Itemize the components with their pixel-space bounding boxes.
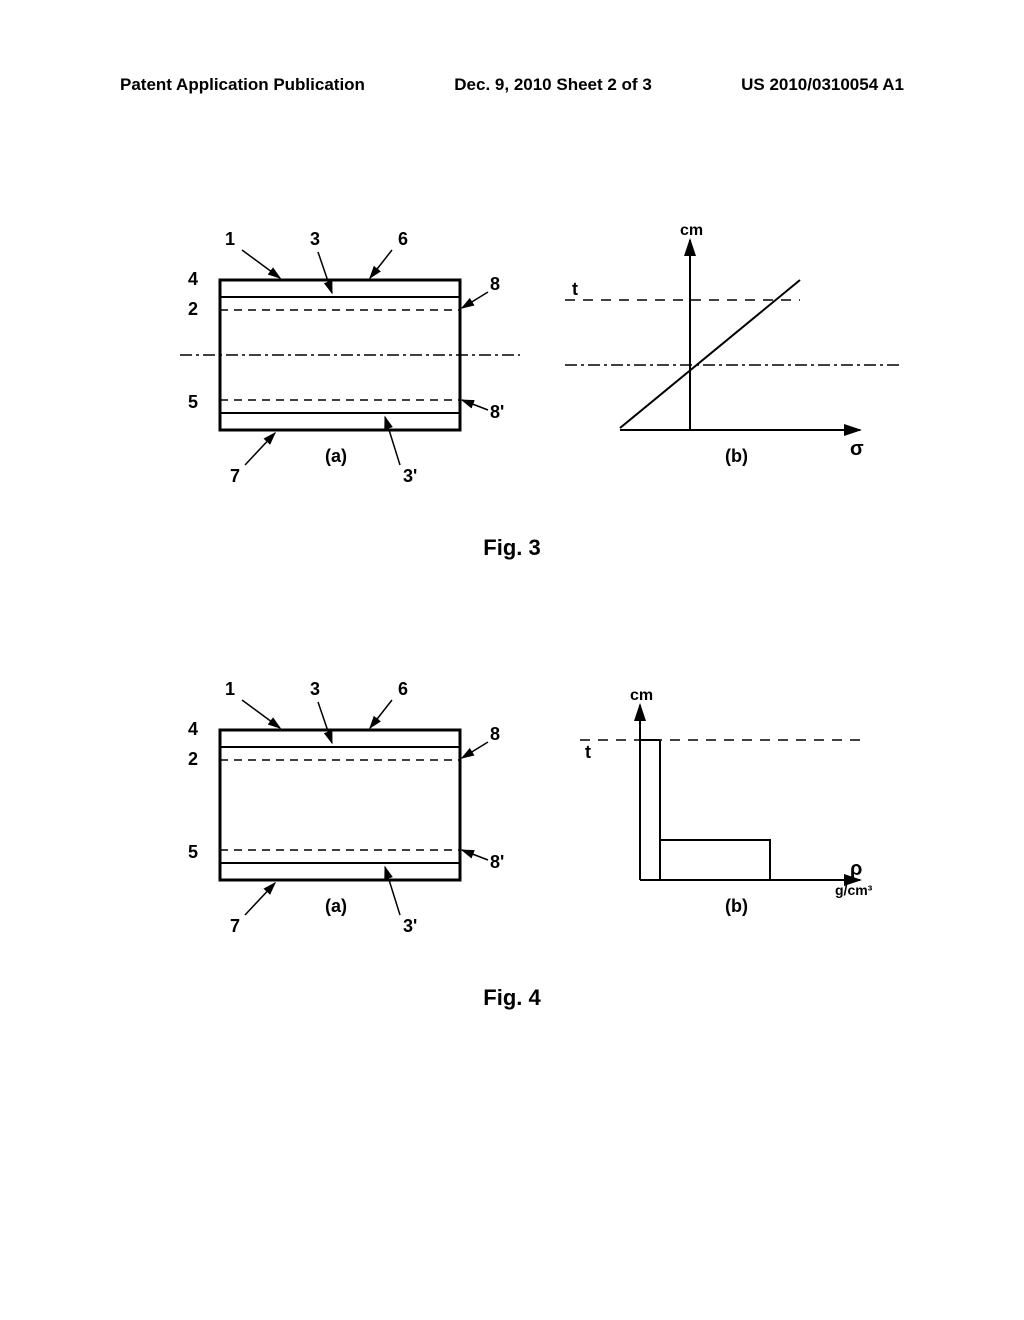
label-3: 3 <box>310 679 320 699</box>
label-2: 2 <box>188 749 198 769</box>
figure-3: 1 3 6 4 2 5 8 8' 7 3' (a) <box>120 200 904 561</box>
label-t: t <box>572 279 578 299</box>
fig3-caption: Fig. 3 <box>120 535 904 561</box>
header-left: Patent Application Publication <box>120 75 365 95</box>
fig3-a: 1 3 6 4 2 5 8 8' 7 3' (a) <box>180 229 520 486</box>
sub-b: (b) <box>725 896 748 916</box>
header-center: Dec. 9, 2010 Sheet 2 of 3 <box>454 75 652 95</box>
label-8: 8 <box>490 274 500 294</box>
label-3: 3 <box>310 229 320 249</box>
sub-a: (a) <box>325 446 347 466</box>
label-1: 1 <box>225 229 235 249</box>
figure-3-svg: 1 3 6 4 2 5 8 8' 7 3' (a) <box>120 200 904 510</box>
label-8p: 8' <box>490 402 504 422</box>
sub-a: (a) <box>325 896 347 916</box>
label-4: 4 <box>188 719 198 739</box>
label-8p: 8' <box>490 852 504 872</box>
label-4: 4 <box>188 269 198 289</box>
label-3p: 3' <box>403 466 417 486</box>
sub-b: (b) <box>725 446 748 466</box>
page: Patent Application Publication Dec. 9, 2… <box>0 0 1024 1320</box>
figure-4: 1 3 6 4 2 5 8 8' 7 3' (a) <box>120 650 904 1011</box>
label-3p: 3' <box>403 916 417 936</box>
label-2: 2 <box>188 299 198 319</box>
label-6: 6 <box>398 679 408 699</box>
rho: ρ <box>850 858 862 880</box>
y-unit: cm <box>630 687 653 704</box>
label-5: 5 <box>188 392 198 412</box>
rho-unit: g/cm³ <box>835 882 873 898</box>
label-t: t <box>585 742 591 762</box>
fig4-caption: Fig. 4 <box>120 985 904 1011</box>
header-right: US 2010/0310054 A1 <box>741 75 904 95</box>
fig3-b: cm t σ (b) <box>565 222 900 466</box>
label-7: 7 <box>230 916 240 936</box>
label-1: 1 <box>225 679 235 699</box>
sigma: σ <box>850 438 864 460</box>
fig4-b: cm t ρ g/cm³ (b) <box>580 687 873 916</box>
label-6: 6 <box>398 229 408 249</box>
page-header: Patent Application Publication Dec. 9, 2… <box>120 75 904 95</box>
figure-4-svg: 1 3 6 4 2 5 8 8' 7 3' (a) <box>120 650 904 960</box>
label-8: 8 <box>490 724 500 744</box>
label-5: 5 <box>188 842 198 862</box>
label-7: 7 <box>230 466 240 486</box>
fig4-a: 1 3 6 4 2 5 8 8' 7 3' (a) <box>188 679 504 936</box>
y-unit: cm <box>680 222 703 239</box>
